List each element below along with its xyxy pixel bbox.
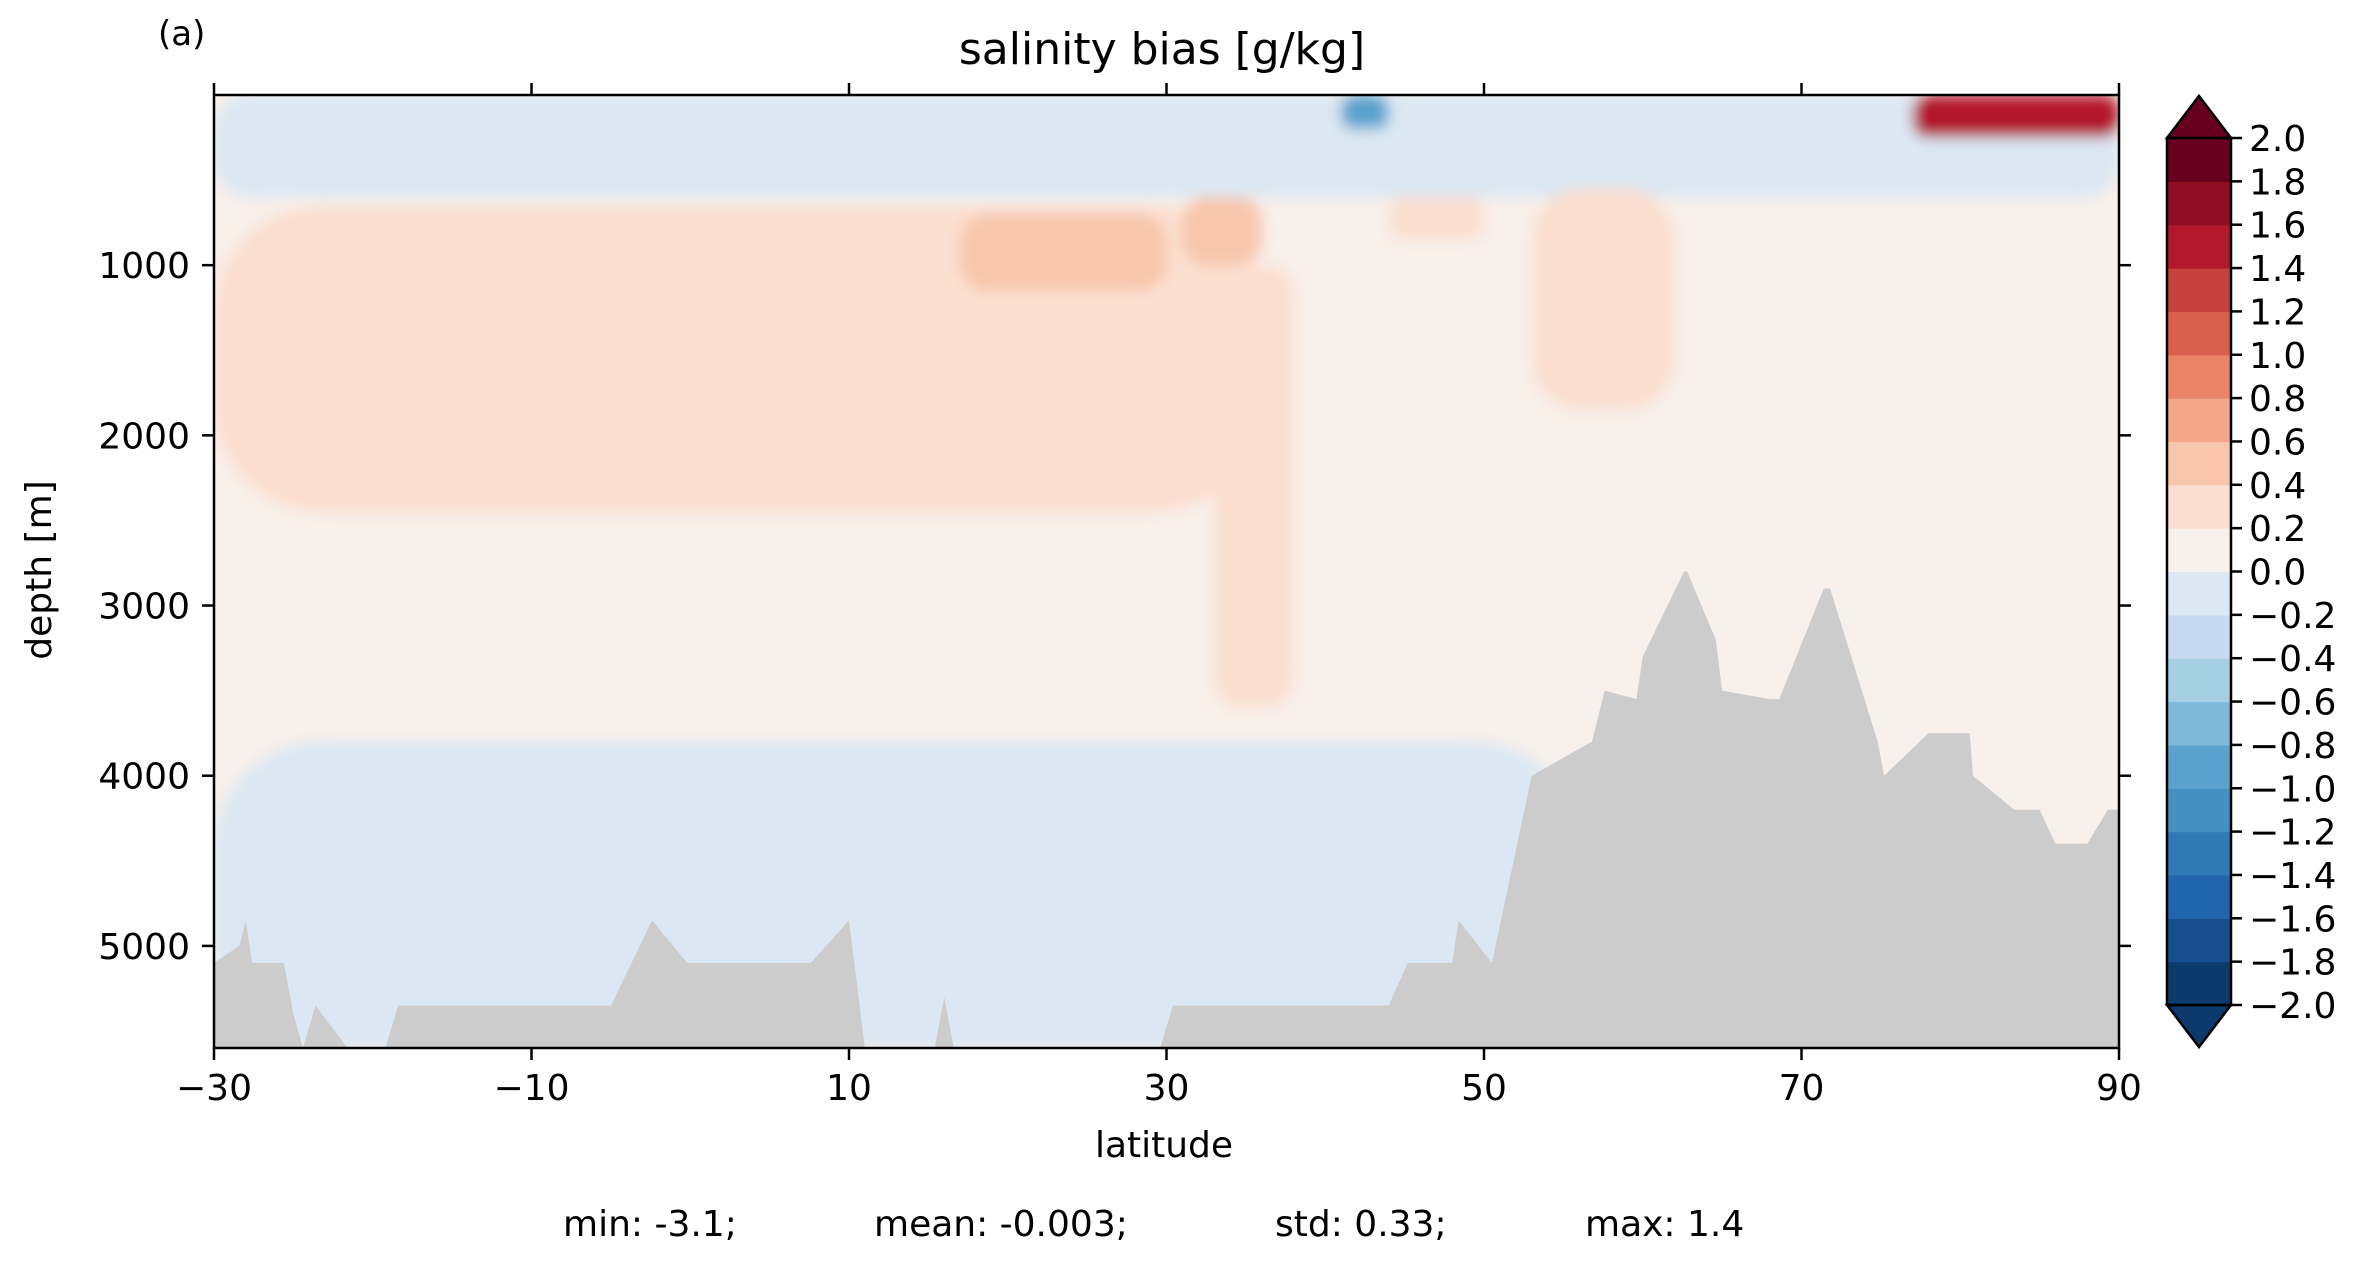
colorbar: −2.0−1.8−1.6−1.4−1.2−1.0−0.8−0.6−0.4−0.2… xyxy=(2164,93,2336,1050)
seafloor-bathymetry xyxy=(214,571,2119,1048)
y-tick-label: 2000 xyxy=(98,416,190,457)
colorbar-band xyxy=(2167,788,2231,833)
region-surface-fresh-40N xyxy=(1341,95,1389,130)
colorbar-band xyxy=(2167,398,2231,443)
panel-label: (a) xyxy=(158,14,205,54)
colorbar-tick-label: 1.8 xyxy=(2249,162,2306,203)
colorbar-band xyxy=(2167,571,2231,616)
salinity-anomaly-regions xyxy=(214,95,2119,1048)
region-upper-layer-fresh xyxy=(214,95,2119,198)
region-salty-core-34N xyxy=(1182,197,1262,266)
stat-mean: mean: -0.003; xyxy=(874,1204,1128,1245)
y-axis-label: depth [m] xyxy=(19,480,60,659)
x-tick-label: −30 xyxy=(176,1068,252,1109)
statistics-line: min: -3.1; mean: -0.003; std: 0.33; max:… xyxy=(563,1204,1744,1245)
colorbar-tick-label: −1.2 xyxy=(2249,813,2336,854)
colorbar-band xyxy=(2167,484,2231,529)
colorbar-tick-label: −2.0 xyxy=(2249,986,2336,1027)
x-tick-label: 70 xyxy=(1779,1068,1825,1109)
x-tick-label: −10 xyxy=(494,1068,570,1109)
y-axis: 1000 2000 3000 4000 5000 xyxy=(98,246,2131,968)
x-tick-label: 10 xyxy=(826,1068,872,1109)
colorbar-tick-label: −0.8 xyxy=(2249,726,2336,767)
colorbar-band xyxy=(2167,831,2231,876)
colorbar-extend-max xyxy=(2164,93,2234,140)
colorbar-tick-label: 1.2 xyxy=(2249,292,2306,333)
colorbar-tick-label: 0.8 xyxy=(2249,379,2306,420)
colorbar-tick-label: 0.2 xyxy=(2249,509,2306,550)
colorbar-tick-label: −1.8 xyxy=(2249,943,2336,984)
colorbar-tick-label: −1.4 xyxy=(2249,856,2336,897)
stat-max: max: 1.4 xyxy=(1585,1204,1744,1245)
region-salty-patch-48N xyxy=(1388,197,1484,240)
plot-area xyxy=(214,95,2119,1048)
colorbar-band xyxy=(2167,918,2231,963)
colorbar-tick-label: −1.0 xyxy=(2249,769,2336,810)
stat-std: std: 0.33; xyxy=(1275,1204,1447,1245)
x-axis-label: latitude xyxy=(1095,1125,1233,1166)
colorbar-tick-label: 0.6 xyxy=(2249,422,2306,463)
chart-title: salinity bias [g/kg] xyxy=(959,24,1365,75)
colorbar-tick-label: 2.0 xyxy=(2249,119,2306,160)
region-surface-salty-arctic xyxy=(1912,95,2119,138)
colorbar-band xyxy=(2167,268,2231,312)
x-tick-label: 90 xyxy=(2096,1068,2142,1109)
colorbar-tick-label: −0.4 xyxy=(2249,639,2336,680)
region-salty-core-20N xyxy=(960,214,1167,291)
colorbar-band xyxy=(2167,744,2231,789)
y-tick-label: 3000 xyxy=(98,587,190,628)
colorbar-band xyxy=(2167,311,2231,356)
region-mediterranean-outflow-plume xyxy=(1214,265,1294,708)
colorbar-band xyxy=(2167,701,2231,746)
colorbar-tick-label: 0.0 xyxy=(2249,553,2306,594)
colorbar-tick-label: −0.2 xyxy=(2249,596,2336,637)
colorbar-tick-label: 1.0 xyxy=(2249,336,2306,377)
colorbar-band xyxy=(2167,614,2231,659)
y-tick-label: 1000 xyxy=(98,246,190,287)
x-tick-label: 50 xyxy=(1461,1068,1507,1109)
region-deep-fresh-water xyxy=(214,741,1580,1048)
y-tick-label: 4000 xyxy=(98,757,190,798)
colorbar-tick-label: −1.6 xyxy=(2249,899,2336,940)
x-tick-label: 30 xyxy=(1144,1068,1190,1109)
y-tick-label: 5000 xyxy=(98,927,190,968)
colorbar-tick-label: −0.6 xyxy=(2249,683,2336,724)
x-axis: −30 −10 10 30 50 70 90 xyxy=(176,83,2142,1109)
colorbar-extend-min xyxy=(2164,1003,2234,1050)
colorbar-band xyxy=(2167,138,2231,182)
colorbar-band xyxy=(2167,441,2231,486)
colorbar-tick-label: 1.4 xyxy=(2249,249,2306,290)
colorbar-band xyxy=(2167,354,2231,399)
colorbar-band xyxy=(2167,181,2231,226)
colorbar-band xyxy=(2167,658,2231,703)
stat-min: min: -3.1; xyxy=(563,1204,737,1245)
colorbar-band xyxy=(2167,874,2231,919)
region-salty-tongue-50N xyxy=(1531,188,1675,410)
colorbar-band xyxy=(2167,528,2231,573)
colorbar-tick-label: 1.6 xyxy=(2249,206,2306,247)
colorbar-band xyxy=(2167,224,2231,269)
colorbar-tick-label: 0.4 xyxy=(2249,466,2306,507)
colorbar-band xyxy=(2167,961,2231,1006)
